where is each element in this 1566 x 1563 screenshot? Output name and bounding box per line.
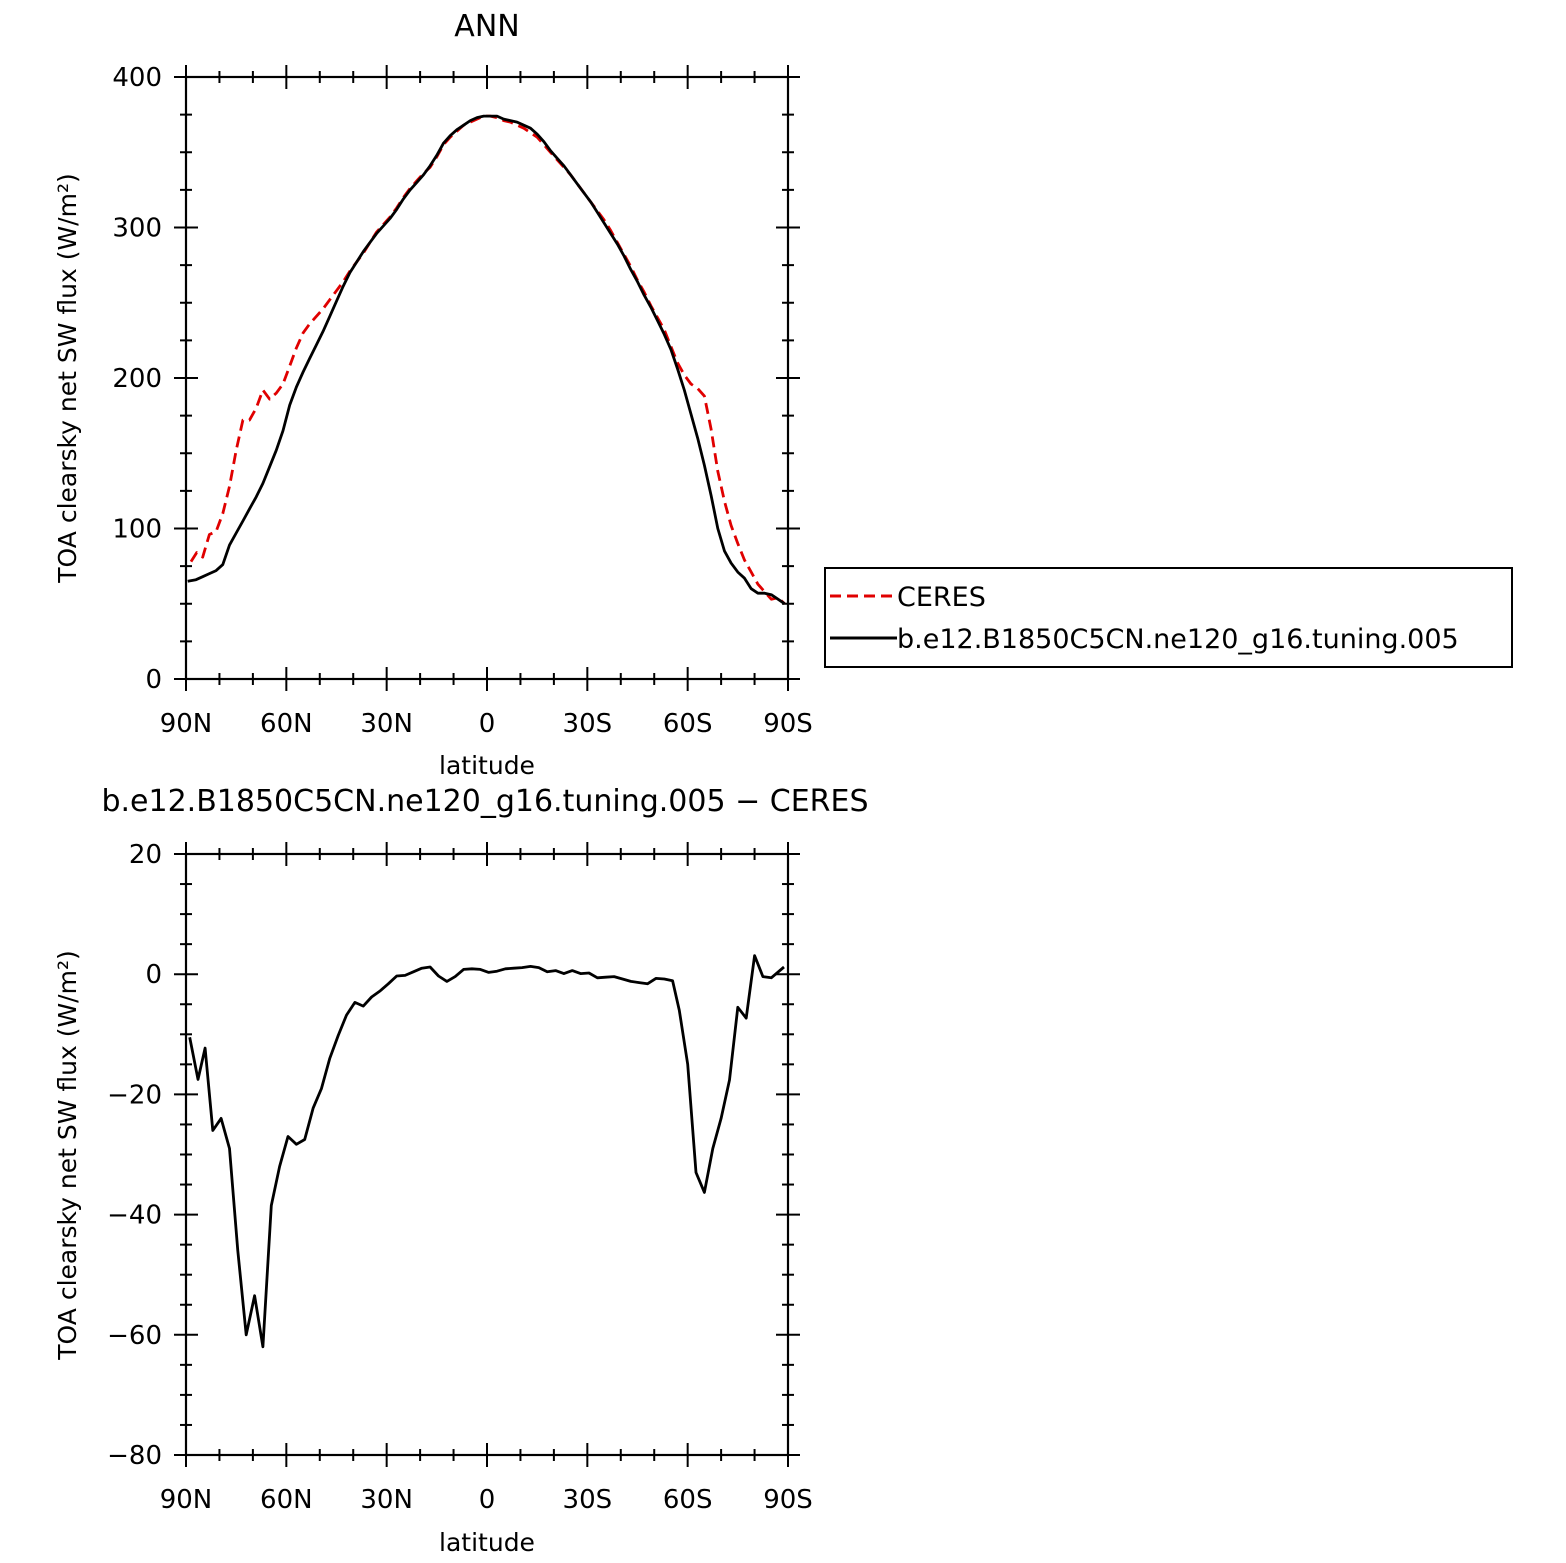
top-chart-x-axis-label: latitude	[439, 751, 535, 780]
bottom-chart-x-axis-label: latitude	[439, 1528, 535, 1557]
x-tick-label: 90S	[763, 1485, 813, 1515]
bottom-chart: b.e12.B1850C5CN.ne120_g16.tuning.005 − C…	[53, 784, 869, 1557]
y-tick-label: 0	[145, 665, 162, 695]
bottom-chart-frame	[184, 852, 790, 1457]
bottom-chart-x-tick-labels: 90N 60N 30N 0 30S 60S 90S	[160, 1485, 813, 1515]
y-tick-label: −20	[107, 1080, 162, 1110]
y-tick-label: 300	[112, 214, 162, 244]
y-tick-label: 20	[129, 840, 162, 870]
y-tick-label: 100	[112, 515, 162, 545]
y-tick-label: 200	[112, 364, 162, 394]
x-tick-label: 90N	[160, 1485, 213, 1515]
x-tick-label: 30N	[360, 709, 413, 739]
top-chart-series	[187, 114, 786, 605]
x-tick-label: 30S	[563, 1485, 613, 1515]
bottom-chart-series	[188, 954, 785, 1349]
x-tick-label: 60N	[260, 709, 313, 739]
bottom-chart-y-tick-labels: −80 −60 −40 −20 0 20	[107, 840, 162, 1471]
top-chart-frame	[184, 75, 790, 681]
top-chart-y-tick-labels: 0 100 200 300 400	[112, 63, 162, 695]
y-tick-label: −80	[107, 1441, 162, 1471]
bottom-chart-title: b.e12.B1850C5CN.ne120_g16.tuning.005 − C…	[101, 784, 868, 819]
x-tick-label: 0	[479, 709, 496, 739]
legend-label-ceres: CERES	[897, 582, 986, 613]
x-tick-label: 90S	[763, 709, 813, 739]
legend-label-model: b.e12.B1850C5CN.ne120_g16.tuning.005	[897, 624, 1459, 655]
top-chart-y-axis-label: TOA clearsky net SW flux (W/m²)	[53, 173, 82, 583]
top-series-line-ceres	[189, 114, 786, 605]
top-chart: ANN 0 100 200 300 400 90N 60N 30N 0 30S 60S 90S la…	[53, 9, 813, 780]
x-tick-label: 90N	[160, 709, 213, 739]
y-tick-label: 0	[145, 960, 162, 990]
x-tick-label: 0	[479, 1485, 496, 1515]
bottom-series-line-model	[188, 954, 785, 1349]
x-tick-label: 60S	[663, 709, 713, 739]
top-chart-x-tick-labels: 90N 60N 30N 0 30S 60S 90S	[160, 709, 813, 739]
legend-box	[824, 567, 1513, 668]
x-tick-label: 60N	[260, 1485, 313, 1515]
y-tick-label: −40	[107, 1201, 162, 1231]
y-tick-label: 400	[112, 63, 162, 93]
x-tick-label: 60S	[663, 1485, 713, 1515]
bottom-chart-y-axis-label: TOA clearsky net SW flux (W/m²)	[53, 950, 82, 1360]
x-tick-label: 30S	[563, 709, 613, 739]
bottom-chart-ticks	[174, 842, 800, 1467]
y-tick-label: −60	[107, 1321, 162, 1351]
top-series-line-model	[187, 114, 786, 605]
top-chart-title: ANN	[454, 9, 519, 44]
legend: CERES b.e12.B1850C5CN.ne120_g16.tuning.0…	[824, 567, 1513, 668]
top-chart-ticks	[174, 65, 800, 691]
x-tick-label: 30N	[360, 1485, 413, 1515]
